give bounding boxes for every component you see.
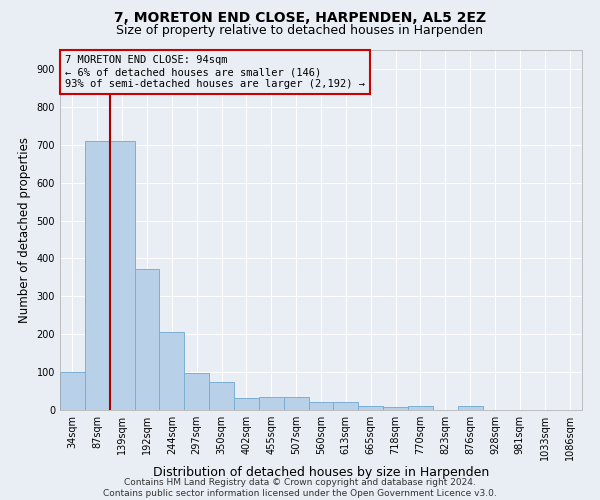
Bar	[458, 406, 482, 410]
Bar	[334, 402, 358, 410]
Bar	[184, 373, 209, 410]
Text: 7, MORETON END CLOSE, HARPENDEN, AL5 2EZ: 7, MORETON END CLOSE, HARPENDEN, AL5 2EZ	[114, 11, 486, 25]
Bar	[234, 398, 259, 410]
Text: Size of property relative to detached houses in Harpenden: Size of property relative to detached ho…	[116, 24, 484, 37]
Bar	[85, 141, 110, 410]
Bar	[383, 407, 408, 410]
Bar	[209, 382, 234, 410]
Bar	[160, 332, 184, 410]
Bar	[308, 402, 334, 410]
Text: 7 MORETON END CLOSE: 94sqm
← 6% of detached houses are smaller (146)
93% of semi: 7 MORETON END CLOSE: 94sqm ← 6% of detac…	[65, 56, 365, 88]
Bar	[110, 141, 134, 410]
Bar	[259, 398, 284, 410]
Bar	[284, 398, 308, 410]
Bar	[408, 406, 433, 410]
Bar	[60, 372, 85, 410]
Bar	[358, 406, 383, 410]
X-axis label: Distribution of detached houses by size in Harpenden: Distribution of detached houses by size …	[153, 466, 489, 478]
Y-axis label: Number of detached properties: Number of detached properties	[18, 137, 31, 323]
Text: Contains HM Land Registry data © Crown copyright and database right 2024.
Contai: Contains HM Land Registry data © Crown c…	[103, 478, 497, 498]
Bar	[134, 268, 160, 410]
